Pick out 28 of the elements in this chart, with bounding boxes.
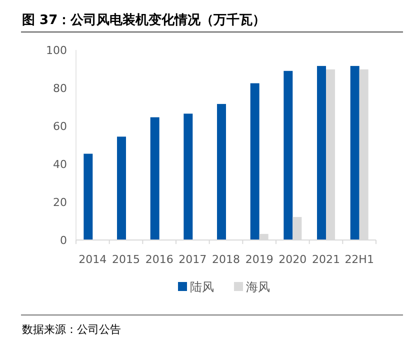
x-tick-label: 2014	[78, 253, 107, 266]
x-tick-label: 22H1	[344, 253, 374, 266]
y-tick-label: 20	[53, 196, 67, 209]
x-tick-label: 2016	[145, 253, 174, 266]
source-note: 数据来源：公司公告	[22, 323, 121, 336]
bar	[184, 114, 193, 240]
x-tick-label: 2018	[212, 253, 240, 266]
bar	[250, 83, 260, 240]
legend-label: 陆风	[190, 280, 214, 294]
x-tick-label: 2020	[278, 253, 307, 266]
legend-label: 海风	[246, 280, 270, 294]
x-tick-label: 2019	[245, 253, 274, 266]
y-tick-label: 100	[46, 44, 67, 57]
y-tick-label: 60	[53, 120, 67, 133]
bar	[284, 70, 293, 240]
y-tick-label: 0	[60, 234, 67, 247]
bar	[350, 66, 360, 240]
x-tick-label: 2017	[178, 253, 207, 266]
y-tick-label: 80	[53, 82, 67, 95]
chart-title: 图 37：公司风电装机变化情况（万千瓦）	[22, 12, 266, 28]
bar	[217, 104, 226, 240]
bar	[84, 154, 93, 240]
x-tick-label: 2021	[312, 253, 340, 266]
bar	[150, 117, 160, 240]
y-tick-label: 40	[53, 158, 67, 171]
x-tick-label: 2015	[112, 253, 140, 266]
bar	[117, 136, 126, 240]
bar	[317, 66, 326, 240]
